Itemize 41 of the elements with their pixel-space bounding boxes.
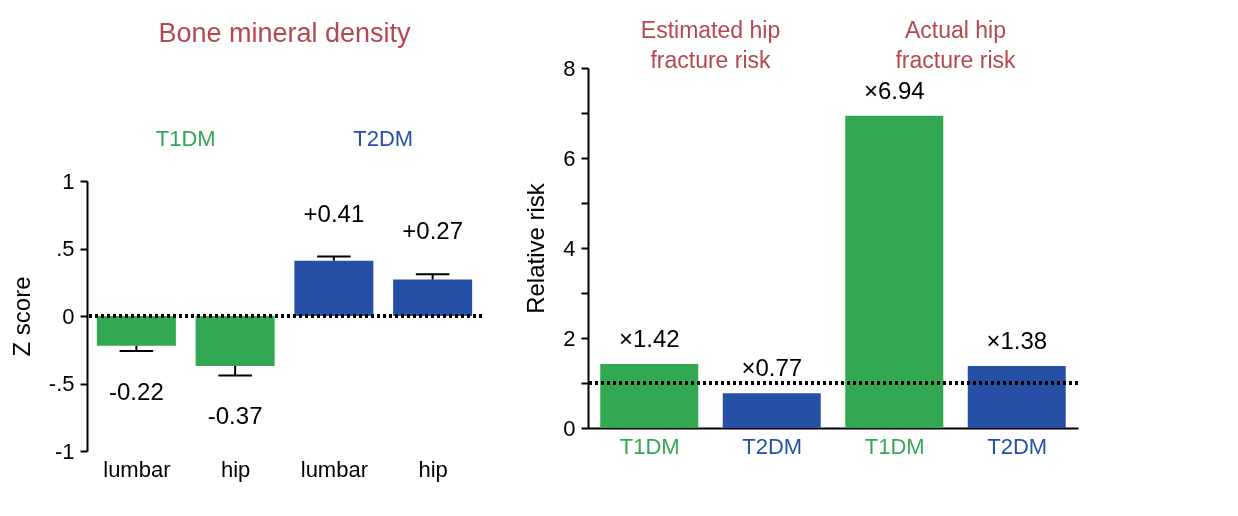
data-label: ×1.42 xyxy=(618,325,680,353)
bar xyxy=(195,316,275,366)
y-tick-label: -.5 xyxy=(48,371,75,396)
text: T2DM xyxy=(353,126,414,151)
y-tick-label: 8 xyxy=(563,55,576,81)
bar xyxy=(967,365,1066,428)
data-label: ×6.94 xyxy=(863,76,925,104)
bar xyxy=(96,316,176,346)
y-axis-title: Z score xyxy=(7,276,35,357)
y-tick-label: -1 xyxy=(54,438,75,464)
annotation: Actual hip fracture risk xyxy=(895,17,1017,73)
x-tick-label: T1DM xyxy=(864,433,925,459)
x-tick-label: lumbar xyxy=(300,456,368,482)
data-label: ×1.38 xyxy=(986,326,1048,354)
x-tick-label: lumbar xyxy=(103,456,171,482)
x-tick-label: T2DM xyxy=(742,433,803,459)
chart-title: Bone mineral density xyxy=(158,18,412,48)
data-label: ×0.77 xyxy=(741,354,803,382)
y-tick-label: 1 xyxy=(62,168,75,194)
x-tick-label: T1DM xyxy=(619,433,680,459)
y-tick-label: 6 xyxy=(563,145,576,171)
bar xyxy=(393,279,473,316)
annotation: Estimated hip fracture risk xyxy=(640,17,781,73)
y-axis-title: Relative risk xyxy=(522,182,550,314)
x-tick-label: hip xyxy=(220,456,251,482)
text: T1DM xyxy=(155,126,216,151)
y-tick-label: 2 xyxy=(563,325,576,351)
y-tick-label: 0 xyxy=(563,415,576,441)
bar xyxy=(600,364,699,428)
y-tick-label: 4 xyxy=(563,235,576,261)
bar xyxy=(294,260,374,316)
bar xyxy=(845,115,944,428)
bar xyxy=(722,393,821,428)
x-tick-label: T2DM xyxy=(987,433,1048,459)
x-tick-label: hip xyxy=(418,456,448,482)
data-label: -0.22 xyxy=(109,378,164,406)
data-label: +0.27 xyxy=(402,217,463,245)
data-label: -0.37 xyxy=(207,402,263,430)
y-tick-label: .5 xyxy=(56,236,75,261)
y-tick-label: 0 xyxy=(62,303,75,329)
data-label: +0.41 xyxy=(303,199,365,227)
